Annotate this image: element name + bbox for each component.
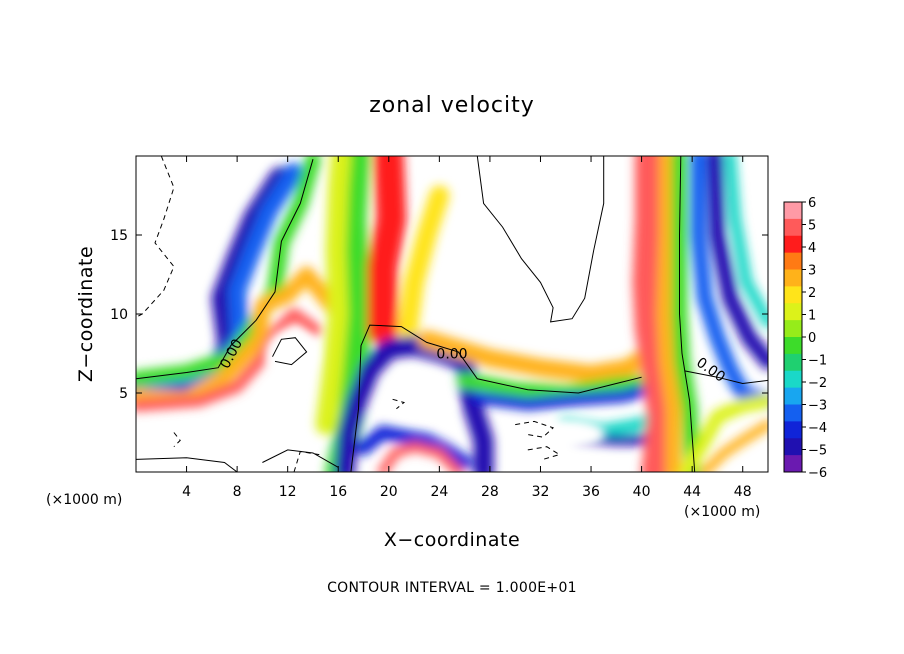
x-axis: 4 8 12 16 20 24 28 32 36 40 44 48 [182, 156, 752, 500]
x-tick-label: 44 [683, 484, 701, 500]
x-tick-label: 12 [279, 484, 297, 500]
colorbar-swatch [784, 404, 802, 422]
colorbar-swatch [784, 252, 802, 270]
colorbar-tick-label: 2 [808, 286, 816, 301]
colorbar-tick-label: −3 [808, 399, 827, 414]
x-tick-label: 28 [481, 484, 499, 500]
contour-labels: 0.00 0.000.00 [217, 336, 728, 385]
colorbar-tick-label: 4 [808, 241, 816, 256]
y-axis-label: Z−coordinate [75, 246, 97, 382]
colorbar-swatch [784, 337, 802, 355]
colorbar-tick-label: −2 [808, 376, 827, 391]
colorbar-swatch [784, 353, 802, 372]
x-tick-label: 40 [633, 484, 651, 500]
colorbar-tick-label: −4 [808, 421, 827, 436]
contour-lines [136, 156, 768, 472]
colorbar-swatch [784, 438, 802, 456]
x-unit-label-left: (×1000 m) [46, 492, 122, 508]
y-tick-label: 10 [110, 307, 128, 323]
colorbar-swatch [784, 303, 802, 321]
x-tick-label: 32 [532, 484, 550, 500]
colorbar-swatch [784, 269, 802, 287]
plot-area [136, 156, 768, 472]
colorbar-swatch [784, 286, 802, 304]
colorbar-swatch [784, 387, 802, 405]
x-tick-label: 8 [233, 484, 242, 500]
x-tick-label: 36 [582, 484, 600, 500]
y-axis: 5 10 15 [110, 228, 768, 402]
colorbar-swatch [784, 370, 802, 389]
y-tick-label: 5 [119, 386, 128, 402]
velocity-field [136, 156, 768, 472]
x-unit-label-right: (×1000 m) [684, 504, 760, 520]
colorbar-swatch [784, 202, 802, 220]
x-tick-label: 24 [430, 484, 448, 500]
colorbar-swatch [784, 320, 802, 338]
contour-label: 0.00 [436, 347, 467, 363]
chart-title: zonal velocity [369, 93, 535, 118]
colorbar-tick-label: 1 [808, 309, 816, 324]
colorbar-tick-label: 6 [808, 196, 816, 211]
x-tick-label: 48 [734, 484, 752, 500]
x-axis-label: X−coordinate [384, 529, 520, 551]
colorbar-swatch [784, 218, 802, 237]
colorbar-tick-label: 3 [808, 264, 816, 279]
colorbar-swatch [784, 235, 802, 254]
x-tick-label: 20 [380, 484, 398, 500]
colorbar-tick-label: −6 [808, 466, 827, 481]
colorbar-tick-label: 0 [808, 331, 816, 346]
x-tick-label: 16 [329, 484, 347, 500]
colorbar-tick-label: −1 [808, 354, 827, 369]
colorbar: 6 5 4 3 2 1 0 −1 −2 −3 −4 −5 −6 [783, 196, 827, 481]
colorbar-tick-label: 5 [808, 219, 816, 234]
colorbar-swatch [784, 455, 802, 473]
colorbar-swatch [784, 421, 802, 439]
y-tick-label: 15 [110, 228, 128, 244]
colorbar-tick-label: −5 [808, 444, 827, 459]
x-tick-label: 4 [182, 484, 191, 500]
contour-interval-note: CONTOUR INTERVAL = 1.000E+01 [327, 580, 577, 596]
